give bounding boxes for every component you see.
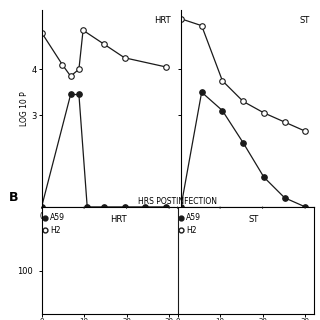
Text: 0: 0 [39,318,44,320]
Text: HRS POSTINFECTION: HRS POSTINFECTION [138,197,217,206]
Text: 20: 20 [122,318,131,320]
Text: 10: 10 [216,318,225,320]
Text: HRT: HRT [154,16,170,25]
Text: HRT: HRT [110,215,126,224]
Text: ST: ST [300,16,310,25]
Text: ST: ST [249,215,259,224]
Text: H2: H2 [50,226,60,235]
Text: H2: H2 [186,226,196,235]
Text: 30: 30 [164,318,173,320]
Text: B: B [9,191,19,204]
Text: 10: 10 [80,318,89,320]
Text: 20: 20 [258,318,267,320]
Text: 0: 0 [175,318,180,320]
Text: 30: 30 [300,318,310,320]
Text: A59: A59 [50,213,65,222]
Y-axis label: LOG 10 P: LOG 10 P [20,91,28,126]
Text: A59: A59 [186,213,201,222]
